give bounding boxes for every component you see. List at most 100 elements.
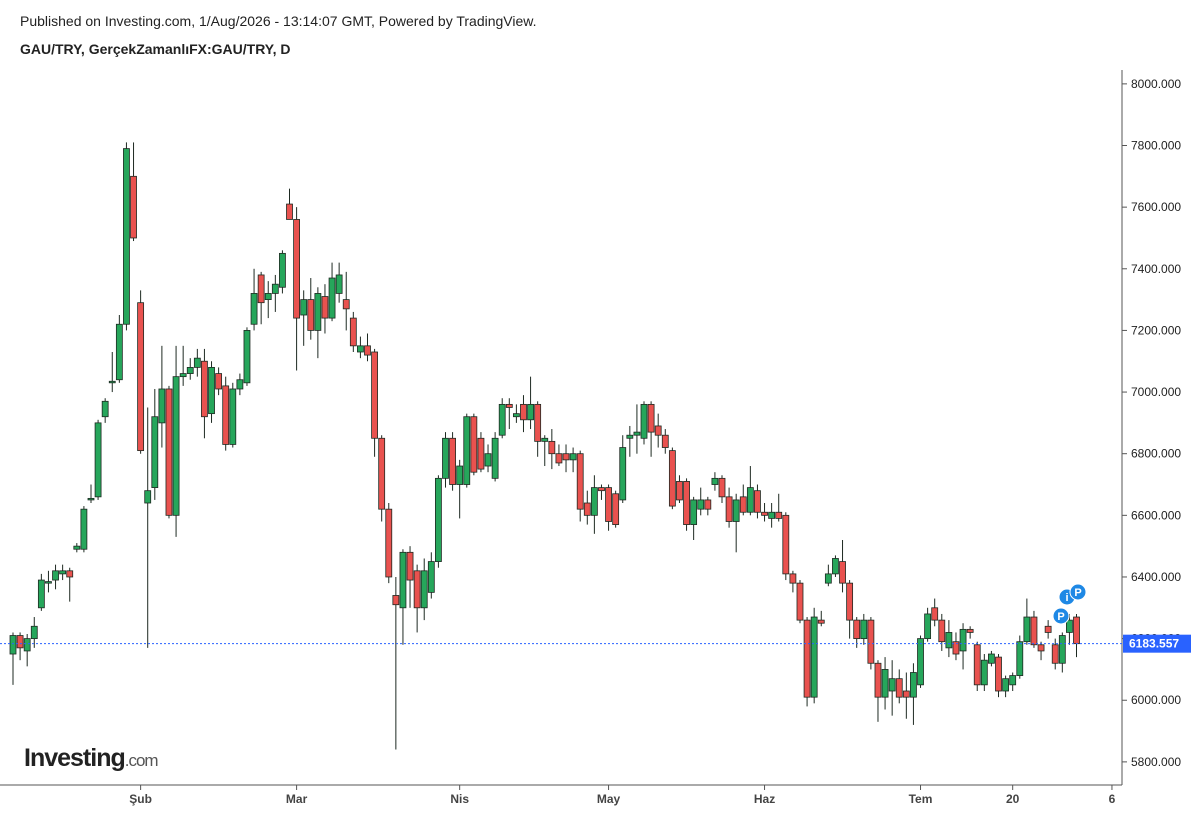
candle-body: [931, 607, 939, 621]
candle-body: [484, 453, 492, 467]
event-badge: [1052, 607, 1070, 625]
candle-body: [420, 570, 428, 609]
candle-body: [293, 219, 301, 319]
candle-body: [619, 447, 627, 501]
candle-body: [683, 481, 690, 525]
candle-body: [888, 678, 896, 692]
candle-body: [30, 625, 38, 640]
x-tick-label: Nis: [450, 792, 469, 806]
candle-body: [257, 274, 265, 304]
candle-body: [860, 619, 868, 640]
candle-body: [215, 373, 223, 390]
candle-body: [520, 403, 527, 421]
candle-body: [101, 400, 109, 418]
candle-body: [647, 403, 655, 433]
candle-body: [739, 496, 747, 513]
candle-body: [598, 487, 605, 492]
candle-body: [94, 422, 102, 498]
candle-body: [357, 345, 364, 353]
candle-body: [193, 357, 201, 368]
candle-body: [385, 508, 393, 578]
candle-body: [87, 497, 95, 501]
last-price-box: [1123, 634, 1191, 653]
candle-body: [37, 579, 45, 609]
x-tick-label: 6: [1109, 792, 1116, 806]
candle-body: [817, 619, 825, 624]
candle-body: [761, 511, 768, 516]
candle-body: [16, 635, 24, 649]
y-tick-label: 7600.000: [1131, 200, 1181, 214]
candle-body: [832, 558, 839, 575]
candle-body: [945, 632, 953, 649]
candle-body: [371, 351, 378, 439]
candle-body: [711, 477, 719, 485]
candle-body: [328, 277, 336, 319]
candle-body: [690, 499, 698, 525]
candle-body: [534, 403, 542, 442]
candle-body: [562, 453, 570, 461]
candle-body: [342, 299, 350, 310]
candle-body: [867, 619, 875, 664]
candle-body: [392, 595, 400, 606]
candle-body: [704, 499, 712, 510]
last-price-label: 6183.557: [1129, 637, 1179, 651]
y-tick-label: 7200.000: [1131, 323, 1181, 337]
candle-body: [144, 490, 152, 504]
candle-body: [1009, 675, 1017, 686]
event-label: P: [1074, 587, 1081, 599]
candle-body: [895, 678, 903, 698]
candle-body: [52, 570, 59, 581]
candle-body: [115, 323, 123, 381]
y-tick-label: 6800.000: [1131, 447, 1181, 461]
candle-body: [73, 545, 81, 550]
candle-body: [1030, 616, 1038, 646]
candle-body: [229, 388, 237, 445]
candle-body: [910, 672, 917, 698]
candle-body: [491, 437, 499, 479]
candle-body: [512, 413, 520, 418]
candle-body: [1016, 641, 1024, 676]
candle-body: [810, 616, 818, 698]
candle-body: [775, 511, 783, 519]
published-note: Published on Investing.com, 1/Aug/2026 -…: [20, 13, 537, 29]
y-tick-label: 7800.000: [1131, 139, 1181, 153]
candle-body: [427, 561, 435, 593]
candle-body: [442, 437, 449, 479]
candle-body: [406, 551, 414, 581]
candle-body: [973, 644, 981, 686]
candle-body: [208, 367, 215, 415]
candle-body: [995, 656, 1002, 692]
candle-body: [661, 434, 669, 448]
candle-body: [130, 175, 137, 239]
candle-body: [803, 619, 811, 698]
candle-body: [335, 274, 343, 294]
candle-body: [988, 653, 995, 664]
candle-body: [286, 203, 293, 220]
candle-body: [23, 638, 31, 652]
candle-body: [796, 582, 804, 621]
candle-body: [626, 434, 634, 439]
candle-body: [172, 376, 180, 516]
candle-body: [151, 416, 159, 488]
candle-body: [718, 477, 726, 498]
candle-body: [66, 570, 74, 578]
candle-body: [449, 437, 456, 485]
logo-suffix: .com: [125, 751, 159, 770]
y-tick-label: 6600.000: [1131, 508, 1181, 522]
y-tick-label: 6400.000: [1131, 570, 1181, 584]
candle-body: [222, 385, 230, 445]
candle-body: [236, 379, 244, 390]
y-tick-label: 5800.000: [1131, 755, 1181, 769]
candle-body: [9, 635, 17, 655]
candle-body: [498, 403, 506, 436]
x-tick-label: Mar: [286, 792, 308, 806]
candle-body: [966, 628, 974, 633]
candle-body: [527, 403, 534, 421]
candle-body: [952, 641, 960, 655]
symbol-title: GAU/TRY, GerçekZamanlıFX:GAU/TRY, D: [20, 41, 290, 57]
candle-body: [1073, 616, 1080, 645]
candle-body: [789, 573, 797, 584]
candle-body: [1051, 644, 1059, 664]
candle-body: [839, 561, 846, 584]
candle-body: [590, 487, 598, 516]
